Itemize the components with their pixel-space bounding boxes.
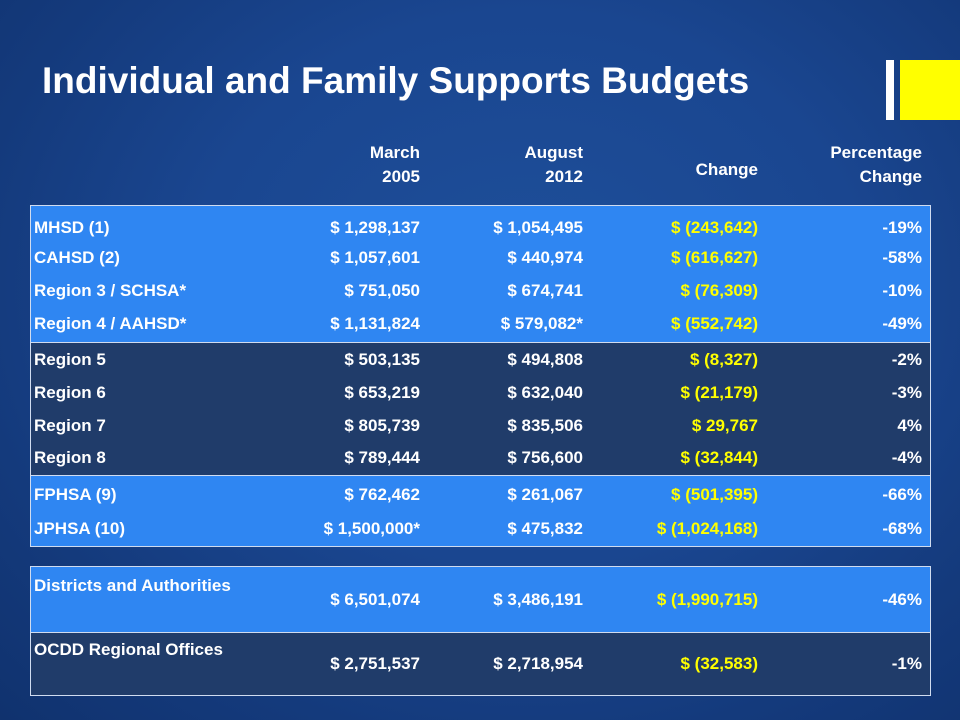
row-name: Region 3 / SCHSA* xyxy=(34,281,187,300)
row-percentage: -4% xyxy=(891,448,922,467)
decorative-white-bar xyxy=(886,60,894,120)
header-march-2005: March 2005 xyxy=(370,141,420,189)
totals-march-2005: $ 6,501,074 xyxy=(330,590,420,609)
table-row: Region 8 $ 789,444 $ 756,600 $ (32,844) … xyxy=(31,443,930,473)
row-name: CAHSD (2) xyxy=(34,248,120,267)
row-name: Region 5 xyxy=(34,350,106,369)
header-2012-label: 2012 xyxy=(545,167,583,186)
row-march-2005: $ 1,057,601 xyxy=(330,248,420,267)
header-change: Change xyxy=(696,158,758,182)
row-percentage: -3% xyxy=(891,383,922,402)
header-percentage-change-label: Change xyxy=(859,167,922,186)
row-march-2005: $ 1,298,137 xyxy=(330,218,420,237)
row-name: Region 4 / AAHSD* xyxy=(34,314,187,333)
row-change: $ (21,179) xyxy=(680,383,759,402)
row-change: $ (243,642) xyxy=(671,218,758,237)
row-change: $ (552,742) xyxy=(671,314,758,333)
table-row: Region 4 / AAHSD* $ 1,131,824 $ 579,082*… xyxy=(31,309,930,339)
row-percentage: -58% xyxy=(882,248,922,267)
row-august-2012: $ 756,600 xyxy=(507,448,583,467)
header-percentage-label: Percentage xyxy=(830,143,922,162)
totals-row-name: OCDD Regional Offices xyxy=(34,640,223,659)
row-name: Region 8 xyxy=(34,448,106,467)
totals-change: $ (1,990,715) xyxy=(656,590,758,609)
table-row: CAHSD (2) $ 1,057,601 $ 440,974 $ (616,6… xyxy=(31,243,930,273)
row-change: $ 29,767 xyxy=(691,416,758,435)
row-name: Region 7 xyxy=(34,416,106,435)
row-august-2012: $ 440,974 xyxy=(507,248,583,267)
totals-march-2005: $ 2,751,537 xyxy=(330,654,420,673)
totals-districts-section: Districts and Authorities $ 6,501,074 $ … xyxy=(30,566,931,634)
totals-row-name: Districts and Authorities xyxy=(34,576,231,595)
decorative-yellow-square xyxy=(900,60,960,120)
header-change-label: Change xyxy=(695,160,758,179)
table-row: Region 5 $ 503,135 $ 494,808 $ (8,327) -… xyxy=(31,345,930,375)
row-change: $ (501,395) xyxy=(671,485,758,504)
totals-august-2012: $ 2,718,954 xyxy=(493,654,583,673)
totals-row: OCDD Regional Offices $ 2,751,537 $ 2,71… xyxy=(31,631,930,697)
row-august-2012: $ 494,808 xyxy=(507,350,583,369)
table-row: FPHSA (9) $ 762,462 $ 261,067 $ (501,395… xyxy=(31,480,930,510)
row-percentage: -68% xyxy=(882,519,922,538)
totals-ocdd-section: OCDD Regional Offices $ 2,751,537 $ 2,71… xyxy=(30,632,931,696)
row-march-2005: $ 1,131,824 xyxy=(330,314,420,333)
row-march-2005: $ 503,135 xyxy=(344,350,420,369)
row-change: $ (1,024,168) xyxy=(656,519,758,538)
totals-percentage: -1% xyxy=(891,654,922,673)
row-name: MHSD (1) xyxy=(34,218,110,237)
row-march-2005: $ 805,739 xyxy=(344,416,420,435)
totals-percentage: -46% xyxy=(882,590,922,609)
table-row: Region 6 $ 653,219 $ 632,040 $ (21,179) … xyxy=(31,378,930,408)
header-percentage-change: Percentage Change xyxy=(830,141,922,189)
table-row: MHSD (1) $ 1,298,137 $ 1,054,495 $ (243,… xyxy=(31,213,930,243)
row-percentage: -10% xyxy=(882,281,922,300)
row-percentage: 4% xyxy=(897,416,922,435)
row-change: $ (8,327) xyxy=(689,350,758,369)
row-change: $ (616,627) xyxy=(671,248,758,267)
row-percentage: -49% xyxy=(882,314,922,333)
header-august-label: August xyxy=(524,143,583,162)
row-august-2012: $ 674,741 xyxy=(507,281,583,300)
table-section-3: FPHSA (9) $ 762,462 $ 261,067 $ (501,395… xyxy=(30,475,931,547)
row-percentage: -2% xyxy=(891,350,922,369)
row-percentage: -66% xyxy=(882,485,922,504)
row-march-2005: $ 751,050 xyxy=(344,281,420,300)
row-change: $ (76,309) xyxy=(680,281,759,300)
table-row: Region 7 $ 805,739 $ 835,506 $ 29,767 4% xyxy=(31,411,930,441)
row-march-2005: $ 762,462 xyxy=(344,485,420,504)
table-section-1: MHSD (1) $ 1,298,137 $ 1,054,495 $ (243,… xyxy=(30,205,931,344)
row-august-2012: $ 1,054,495 xyxy=(493,218,583,237)
header-2005-label: 2005 xyxy=(382,167,420,186)
row-name: Region 6 xyxy=(34,383,106,402)
row-march-2005: $ 653,219 xyxy=(344,383,420,402)
row-march-2005: $ 789,444 xyxy=(344,448,420,467)
page-title: Individual and Family Supports Budgets xyxy=(42,60,750,101)
header-march-label: March xyxy=(369,143,420,162)
header-august-2012: August 2012 xyxy=(524,141,583,189)
row-august-2012: $ 261,067 xyxy=(507,485,583,504)
totals-row: Districts and Authorities $ 6,501,074 $ … xyxy=(31,567,930,633)
row-percentage: -19% xyxy=(882,218,922,237)
totals-august-2012: $ 3,486,191 xyxy=(493,590,583,609)
row-august-2012: $ 579,082* xyxy=(500,314,583,333)
row-march-2005: $ 1,500,000* xyxy=(323,519,420,538)
row-change: $ (32,844) xyxy=(680,448,759,467)
row-name: JPHSA (10) xyxy=(34,519,126,538)
table-section-2: Region 5 $ 503,135 $ 494,808 $ (8,327) -… xyxy=(30,342,931,477)
row-name: FPHSA (9) xyxy=(34,485,117,504)
row-august-2012: $ 835,506 xyxy=(507,416,583,435)
table-row: JPHSA (10) $ 1,500,000* $ 475,832 $ (1,0… xyxy=(31,514,930,544)
row-august-2012: $ 632,040 xyxy=(507,383,583,402)
totals-change: $ (32,583) xyxy=(680,654,759,673)
table-row: Region 3 / SCHSA* $ 751,050 $ 674,741 $ … xyxy=(31,276,930,306)
row-august-2012: $ 475,832 xyxy=(507,519,583,538)
